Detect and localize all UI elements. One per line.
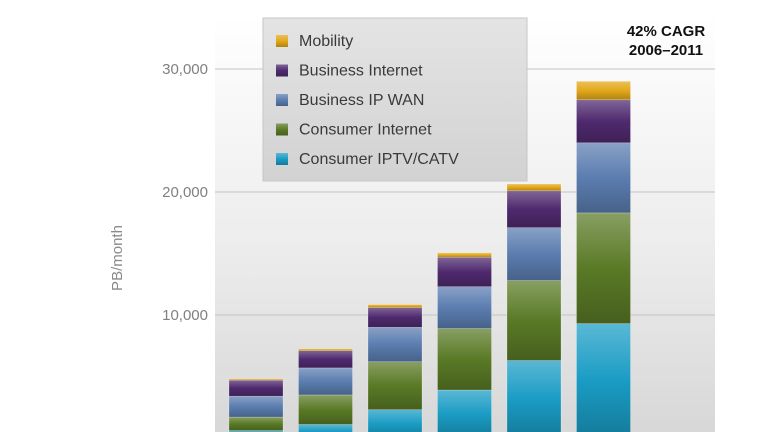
legend-label: Consumer Internet [299, 122, 432, 139]
bar-segment [228, 379, 284, 397]
bar-segment [576, 142, 631, 214]
bar-segment [367, 307, 423, 328]
legend-swatch [276, 153, 288, 165]
bar-segment [437, 286, 492, 329]
legend-box [262, 17, 528, 182]
cagr-annotation: 42% CAGR 2006–2011 [627, 23, 706, 59]
y-tick-label: 20,000 [162, 184, 208, 201]
bar-segment [437, 389, 492, 432]
bar-segment [576, 81, 631, 101]
y-tick-label: 0 [200, 430, 208, 432]
bar-segment [506, 280, 562, 361]
bar-segment [437, 252, 492, 258]
legend-label: Mobility [299, 33, 353, 50]
annotation-line-1: 42% CAGR [627, 23, 706, 40]
legend-swatch [276, 35, 288, 47]
y-axis-label: PB/month [109, 225, 126, 291]
y-tick-label: 10,000 [162, 307, 208, 324]
bar-segment [576, 99, 631, 144]
annotation-line-2: 2006–2011 [629, 42, 703, 59]
bar-segment [228, 395, 284, 418]
bar-segment [298, 394, 353, 425]
legend-swatch [276, 94, 288, 106]
bar-segment [506, 227, 562, 281]
bar-segment [298, 350, 353, 369]
y-tick-label: 30,000 [162, 61, 208, 78]
bar-segment [576, 212, 631, 324]
legend-label: Business Internet [299, 63, 423, 80]
bar-segment [298, 367, 353, 396]
bar-segment [506, 360, 562, 432]
bar-segment [228, 378, 284, 381]
bar-segment [576, 323, 631, 432]
bar-segment [367, 361, 423, 411]
bar-segment [437, 256, 492, 288]
bar-segment [298, 424, 353, 432]
bar-segment [437, 328, 492, 391]
bar-segment [367, 409, 423, 432]
legend-swatch [276, 123, 288, 136]
legend: Mobility Business Internet Business IP WAN… [262, 17, 528, 182]
bar-segment [228, 416, 284, 431]
legend-label: Business IP WAN [299, 92, 424, 109]
legend-label: Consumer IPTV/CATV [299, 151, 459, 168]
bar-segment [506, 190, 562, 228]
bar-segment [367, 304, 423, 308]
bar-segment [298, 348, 353, 351]
bar-segment [367, 326, 423, 363]
legend-swatch [276, 64, 288, 77]
bar-segment [506, 183, 562, 192]
